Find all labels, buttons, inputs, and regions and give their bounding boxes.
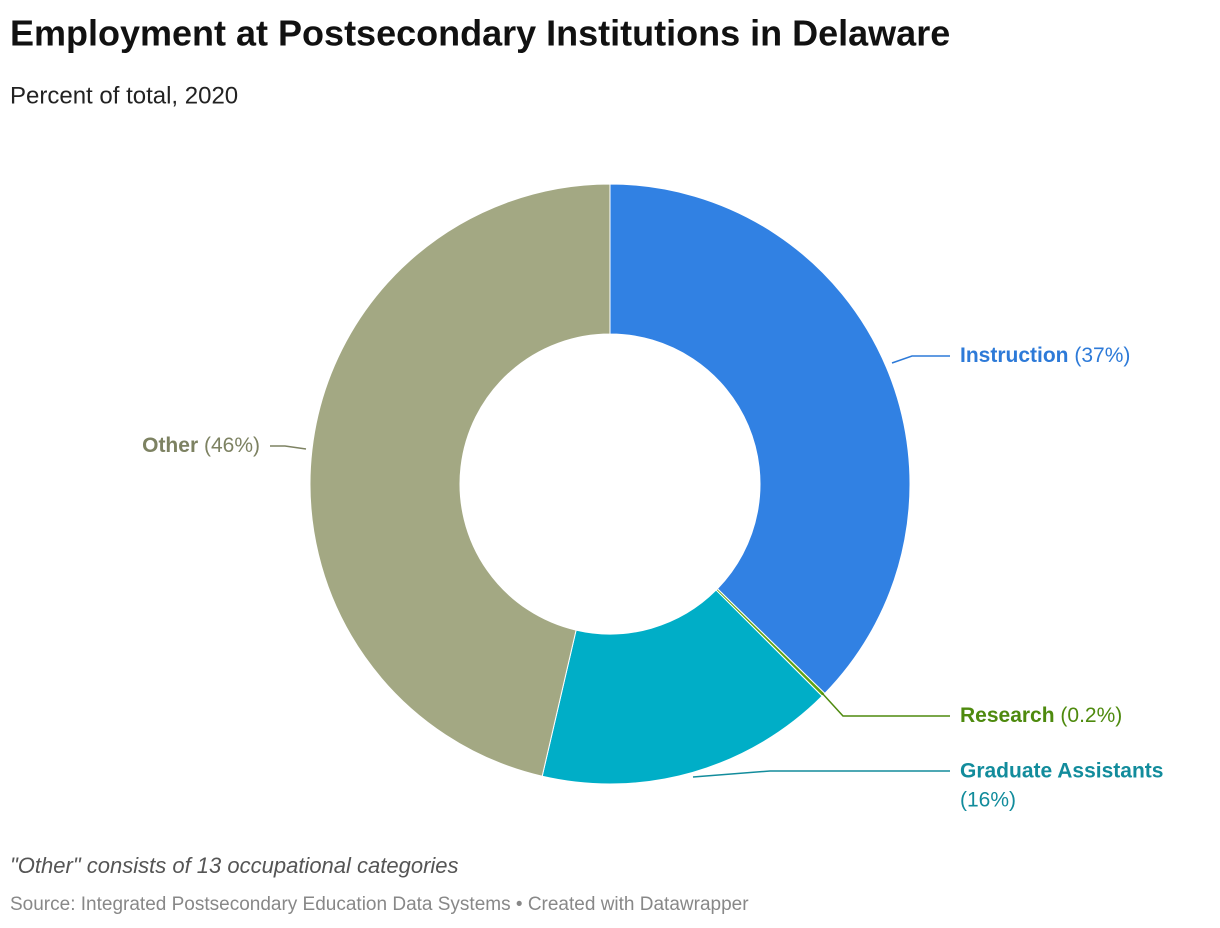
slice-label-group: Research (0.2%): [960, 704, 1122, 727]
leader-line: [891, 355, 950, 364]
chart-subtitle: Percent of total, 2020: [10, 82, 238, 109]
donut-slice: [609, 183, 911, 695]
slice-value-label: (16%): [960, 789, 1016, 812]
slice-label-group: Instruction (37%): [960, 344, 1130, 367]
leader-line: [270, 445, 307, 450]
slice-label: Other: [142, 434, 198, 457]
chart-title: Employment at Postsecondary Institutions…: [10, 13, 950, 54]
leader-line: [821, 692, 950, 717]
donut-slice: [541, 589, 823, 785]
slice-value-label: (37%): [1074, 344, 1130, 367]
slice-label: Research: [960, 704, 1055, 727]
slice-label: Instruction: [960, 344, 1069, 367]
donut-slice: [309, 183, 611, 777]
slice-label: Graduate Assistants: [960, 760, 1163, 783]
source: Source: Integrated Postsecondary Educati…: [10, 894, 749, 915]
leader-line: [692, 770, 950, 778]
slice-value-label: (46%): [204, 434, 260, 457]
note: "Other" consists of 13 occupational cate…: [10, 853, 459, 878]
slice-value-label: (0.2%): [1060, 704, 1122, 727]
slice-label-group: Other (46%): [142, 434, 260, 457]
